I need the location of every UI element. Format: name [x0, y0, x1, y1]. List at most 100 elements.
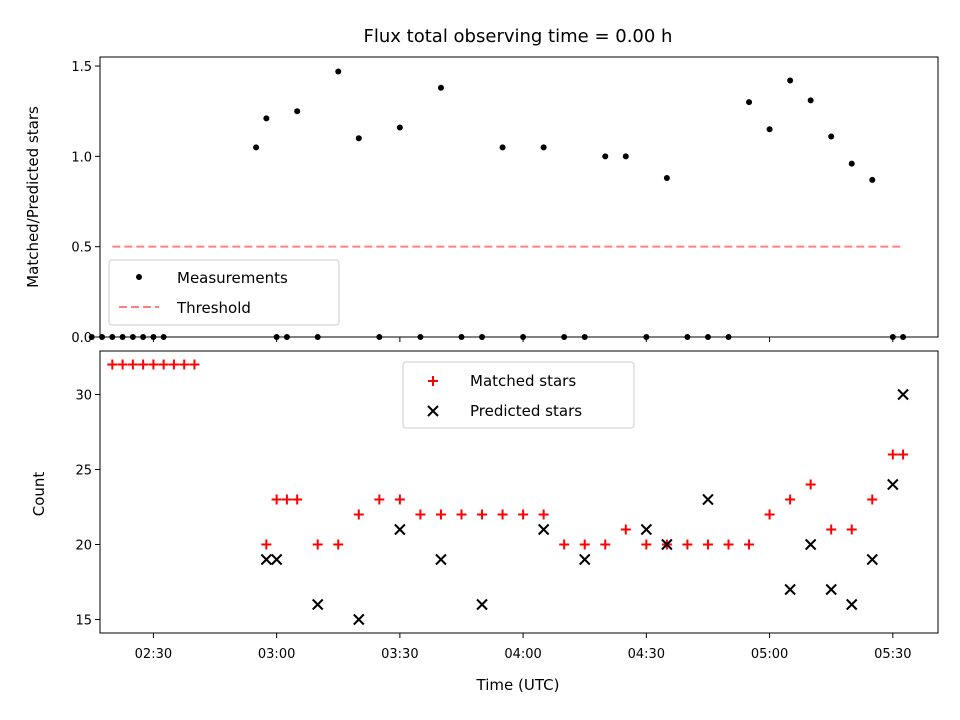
- predicted-star-point: [312, 598, 324, 611]
- y-tick-label: 15: [75, 614, 92, 629]
- matched-star-point: [333, 539, 344, 550]
- predicted-star-point: [784, 583, 796, 596]
- matched-star-point: [620, 524, 631, 535]
- matched-star-point: [312, 539, 323, 550]
- y-tick-label: 0.5: [71, 241, 92, 256]
- matched-star-point: [127, 359, 138, 370]
- matched-star-point: [107, 359, 118, 370]
- chart-title: Flux total observing time = 0.00 h: [364, 26, 673, 47]
- matched-star-point: [579, 539, 590, 550]
- matched-star-point: [138, 359, 149, 370]
- predicted-star-point: [846, 598, 858, 611]
- bottom-y-axis-label: Count: [30, 472, 48, 517]
- x-tick-label: 03:30: [381, 647, 418, 662]
- matched-star-point: [898, 449, 909, 460]
- y-tick-label: 20: [75, 539, 92, 554]
- x-axis-label: Time (UTC): [476, 676, 560, 694]
- x-tick-label: 04:30: [628, 647, 665, 662]
- predicted-star-point: [394, 523, 406, 536]
- predicted-star-point: [804, 538, 817, 551]
- matched-star-point: [764, 509, 775, 520]
- measurement-point: [807, 97, 814, 104]
- measurement-point: [869, 176, 876, 183]
- predicted-star-point: [866, 553, 878, 566]
- x-tick-label: 05:30: [874, 647, 911, 662]
- matched-star-point: [785, 494, 796, 505]
- matched-star-point: [600, 539, 611, 550]
- legend-label-predicted: Predicted stars: [470, 402, 582, 420]
- matched-star-point: [148, 359, 159, 370]
- predicted-star-point: [476, 598, 488, 611]
- matched-star-point: [415, 509, 426, 520]
- predicted-star-point: [353, 613, 365, 626]
- matched-star-point: [826, 524, 837, 535]
- legend-marker-predicted: [427, 405, 439, 417]
- matched-star-point: [353, 509, 364, 520]
- measurement-point: [355, 135, 362, 142]
- y-tick-label: 0.0: [71, 331, 92, 346]
- measurement-point: [622, 153, 629, 160]
- predicted-star-point: [537, 523, 550, 536]
- legend-label-matched: Matched stars: [470, 372, 576, 390]
- measurement-point: [294, 108, 301, 115]
- matched-star-point: [394, 494, 405, 505]
- predicted-star-point: [661, 538, 673, 551]
- matched-star-point: [846, 524, 857, 535]
- matched-star-point: [477, 509, 488, 520]
- predicted-star-point: [270, 553, 283, 566]
- predicted-star-point: [887, 478, 899, 491]
- matched-star-point: [867, 494, 878, 505]
- measurement-point: [602, 153, 609, 160]
- matched-star-point: [435, 509, 446, 520]
- measurement-point: [663, 175, 670, 182]
- bottom-plot: 15 20 25 30 02:30 03:00 03:30 04:00 04:30 05:00 05…: [75, 350, 939, 662]
- matched-star-point: [805, 479, 816, 490]
- measurement-point: [335, 68, 342, 75]
- legend-marker-measurements: [136, 274, 142, 280]
- y-tick-label: 25: [75, 464, 92, 479]
- matched-star-point: [559, 539, 570, 550]
- matched-star-point: [641, 539, 652, 550]
- matched-star-point: [538, 509, 549, 520]
- legend-label-measurements: Measurements: [177, 269, 288, 287]
- matched-star-point: [117, 359, 128, 370]
- matched-star-point: [723, 539, 734, 550]
- predicted-star-point: [702, 493, 714, 506]
- top-y-axis-label: Matched/Predicted stars: [24, 106, 42, 288]
- measurement-point: [848, 160, 855, 167]
- legend-box: [108, 259, 340, 326]
- matched-star-point: [168, 359, 179, 370]
- measurement-point: [787, 77, 794, 84]
- matched-star-point: [887, 449, 898, 460]
- matched-star-point: [497, 509, 508, 520]
- y-tick-label: 30: [75, 389, 92, 404]
- measurement-point: [263, 115, 270, 122]
- matched-star-point: [281, 494, 292, 505]
- axes-frame: [99, 56, 939, 338]
- y-tick-label: 1.5: [71, 60, 92, 75]
- matched-star-point: [456, 509, 467, 520]
- measurement-point: [746, 99, 753, 106]
- matched-star-point: [179, 359, 190, 370]
- legend-box: [402, 361, 635, 429]
- measurement-point: [437, 84, 444, 91]
- top-plot: 0.0 0.5 1.0 1.5 Measurements Threshold: [71, 56, 939, 346]
- x-tick-label: 04:00: [504, 647, 541, 662]
- predicted-star-point: [825, 583, 837, 596]
- matched-star-point: [374, 494, 385, 505]
- legend-label-threshold: Threshold: [176, 299, 251, 317]
- matched-star-point: [744, 539, 755, 550]
- axes-frame: [99, 350, 939, 634]
- measurement-point: [540, 144, 547, 151]
- matched-star-point: [682, 539, 693, 550]
- measurement-point: [499, 144, 506, 151]
- predicted-star-point: [435, 553, 447, 566]
- matched-star-point: [261, 539, 272, 550]
- measurement-point: [766, 126, 773, 133]
- x-tick-label: 02:30: [135, 647, 172, 662]
- matched-star-point: [271, 494, 282, 505]
- predicted-star-point: [897, 388, 909, 401]
- x-tick-label: 05:00: [751, 647, 788, 662]
